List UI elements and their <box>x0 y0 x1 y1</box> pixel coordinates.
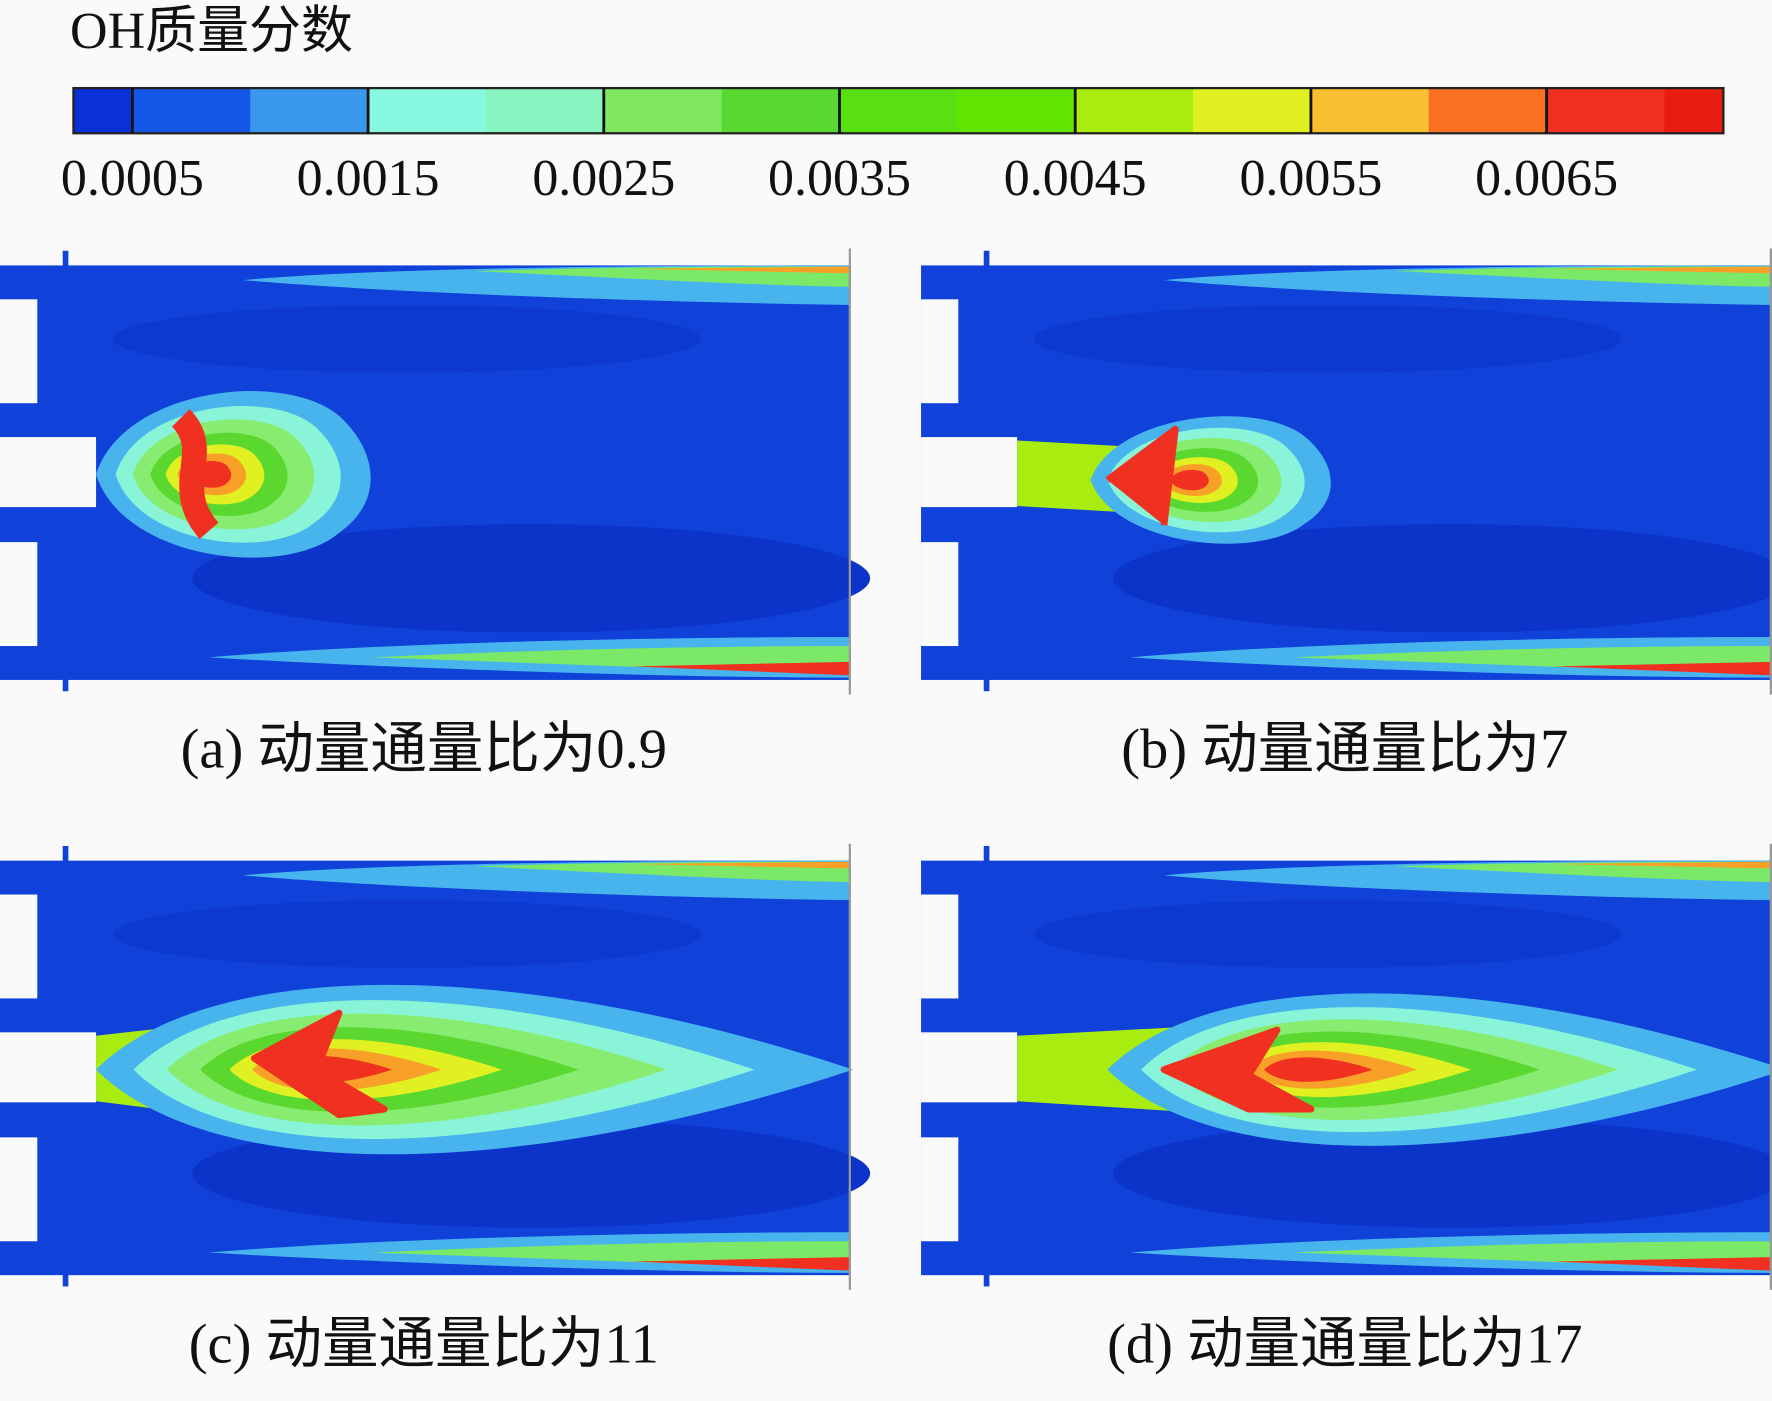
colorbar-segment <box>1193 88 1311 133</box>
colorbar-tick-label: 0.0035 <box>768 150 911 207</box>
panel-caption: (b) 动量通量比为7 <box>1121 718 1568 780</box>
wall <box>921 299 958 403</box>
colorbar-segment <box>73 88 132 133</box>
colorbar-tick-label: 0.0065 <box>1475 150 1618 207</box>
colorbar-segment <box>604 88 722 133</box>
inlet <box>0 1032 96 1102</box>
inlet <box>0 437 96 507</box>
wall <box>0 299 37 403</box>
field-dark-region <box>113 900 701 968</box>
colorbar-segment <box>1664 88 1723 133</box>
wall <box>0 542 37 646</box>
colorbar-segment <box>1075 88 1193 133</box>
field-dark-region <box>1034 305 1622 373</box>
colorbar-tick-label: 0.0025 <box>532 150 675 207</box>
contour-panel <box>0 248 870 694</box>
wall <box>0 895 37 999</box>
contour-panel <box>921 844 1772 1290</box>
panel-caption: (c) 动量通量比为11 <box>189 1314 659 1376</box>
inlet <box>921 437 1017 507</box>
contour-panel <box>0 844 870 1290</box>
colorbar-segment <box>486 88 604 133</box>
colorbar-title: OH质量分数 <box>70 3 353 60</box>
colorbar-segment <box>722 88 840 133</box>
colorbar-segment <box>132 88 250 133</box>
colorbar-segment <box>840 88 958 133</box>
wall <box>921 895 958 999</box>
wall <box>0 1137 37 1241</box>
colorbar-segment <box>368 88 486 133</box>
panel-caption: (d) 动量通量比为17 <box>1107 1314 1582 1376</box>
panel-caption: (a) 动量通量比为0.9 <box>181 718 667 780</box>
wall <box>921 1137 958 1241</box>
wall <box>921 542 958 646</box>
contour-panel <box>921 248 1772 694</box>
colorbar-tick-label: 0.0055 <box>1239 150 1382 207</box>
colorbar-tick-label: 0.0015 <box>297 150 440 207</box>
colorbar-tick-label: 0.0045 <box>1004 150 1147 207</box>
field-dark-region <box>1034 900 1622 968</box>
colorbar-segment <box>1547 88 1665 133</box>
panels: (a) 动量通量比为0.9 (b) 动量通量比为7 (c) 动量通量比为11 (d) … <box>0 248 1772 1375</box>
field-dark-region <box>113 305 701 373</box>
colorbar: 0.0005 0.0015 0.0025 0.0035 0.0045 0.0055 0.00… <box>61 88 1724 207</box>
colorbar-tick-label: 0.0005 <box>61 150 204 207</box>
colorbar-segment <box>957 88 1075 133</box>
flame-core <box>181 418 209 531</box>
colorbar-segment <box>1311 88 1429 133</box>
colorbar-segment <box>1429 88 1547 133</box>
inlet <box>921 1032 1017 1102</box>
colorbar-segment <box>250 88 368 133</box>
